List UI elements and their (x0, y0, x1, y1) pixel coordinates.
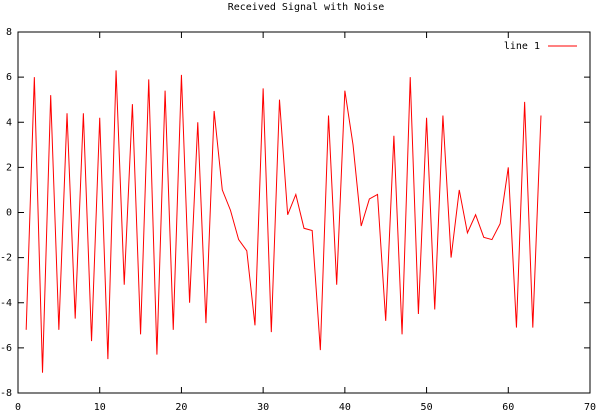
x-tick-label: 10 (94, 402, 106, 413)
x-tick-label: 20 (175, 402, 187, 413)
plot-frame (17, 31, 591, 394)
x-tick-label: 30 (257, 402, 269, 413)
x-tick-label: 0 (15, 402, 21, 413)
y-tick-label: 6 (6, 72, 12, 83)
y-tick-label: 2 (6, 162, 12, 173)
data-line (25, 70, 542, 373)
legend-label: line 1 (504, 41, 540, 52)
y-tick-label: -2 (0, 253, 12, 264)
y-tick-label: 4 (6, 117, 12, 128)
y-tick-label: 8 (6, 27, 12, 38)
y-tick-label: -8 (0, 388, 12, 399)
x-tick-label: 60 (502, 402, 514, 413)
x-tick-label: 70 (584, 402, 596, 413)
y-tick-label: -4 (0, 298, 12, 309)
x-tick-label: 50 (421, 402, 433, 413)
x-tick-label: 40 (339, 402, 351, 413)
y-tick-label: 0 (6, 208, 12, 219)
chart-title: Received Signal with Noise (228, 2, 385, 13)
y-tick-label: -6 (0, 343, 12, 354)
